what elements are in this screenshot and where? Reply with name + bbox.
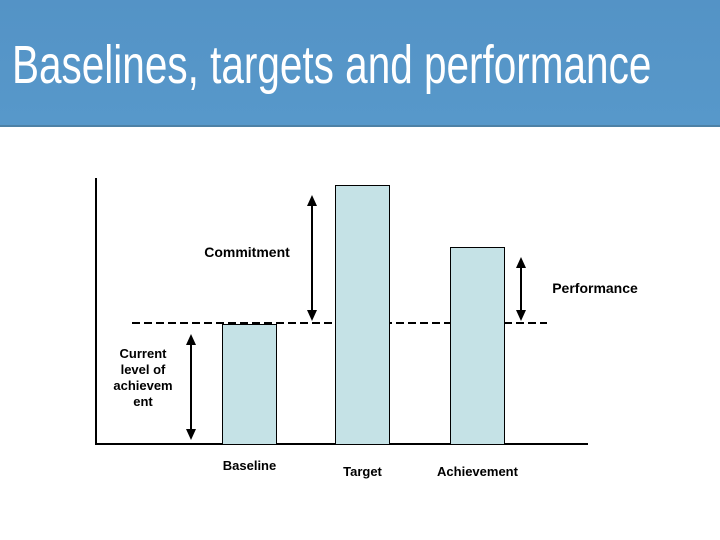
arrow-shaft xyxy=(311,201,313,315)
current-level-label-line: Current xyxy=(119,346,167,361)
current-level-label: Current level of achievem ent xyxy=(110,346,176,410)
category-label-achievement: Achievement xyxy=(437,464,518,479)
arrow-head-down-icon xyxy=(307,310,317,321)
commitment-label: Commitment xyxy=(204,244,290,260)
page-title: Baselines, targets and performance xyxy=(12,35,652,95)
category-label-target: Target xyxy=(343,464,382,479)
y-axis-line xyxy=(95,178,97,445)
current-level-label-line: level of xyxy=(120,362,166,377)
performance-label: Performance xyxy=(552,280,638,296)
category-label-baseline: Baseline xyxy=(222,458,277,473)
bar-target xyxy=(335,185,390,445)
arrow-head-up-icon xyxy=(516,257,526,268)
current-double-arrow xyxy=(186,334,196,440)
arrow-head-down-icon xyxy=(516,310,526,321)
arrow-head-up-icon xyxy=(307,195,317,206)
slide-title-bar: Baselines, targets and performance xyxy=(0,0,720,127)
current-level-label-line: achievem xyxy=(113,378,173,393)
bar-achievement xyxy=(450,247,505,445)
commitment-double-arrow xyxy=(307,195,317,321)
arrow-head-down-icon xyxy=(186,429,196,440)
current-level-label-line: ent xyxy=(133,394,153,409)
bar-baseline xyxy=(222,324,277,445)
arrow-shaft xyxy=(190,340,192,434)
arrow-head-up-icon xyxy=(186,334,196,345)
performance-double-arrow xyxy=(516,257,526,321)
arrow-shaft xyxy=(520,263,522,315)
